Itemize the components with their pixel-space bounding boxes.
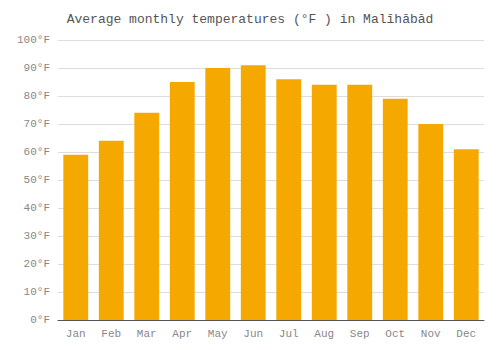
svg-text:40°F: 40°F: [24, 202, 50, 214]
svg-text:10°F: 10°F: [24, 286, 50, 298]
svg-text:May: May: [208, 328, 228, 340]
svg-text:Jan: Jan: [66, 328, 86, 340]
svg-text:Mar: Mar: [137, 328, 157, 340]
svg-text:Jul: Jul: [279, 328, 299, 340]
svg-text:Average monthly temperatures (: Average monthly temperatures (°F ) in Ma…: [67, 12, 434, 27]
svg-text:Aug: Aug: [314, 328, 334, 340]
svg-text:Apr: Apr: [172, 328, 192, 340]
svg-text:Jun: Jun: [243, 328, 263, 340]
svg-text:20°F: 20°F: [24, 258, 50, 270]
svg-text:Sep: Sep: [350, 328, 370, 340]
svg-text:60°F: 60°F: [24, 146, 50, 158]
svg-text:Oct: Oct: [385, 328, 405, 340]
svg-text:50°F: 50°F: [24, 174, 50, 186]
svg-text:Nov: Nov: [421, 328, 441, 340]
svg-text:100°F: 100°F: [17, 34, 50, 46]
svg-text:30°F: 30°F: [24, 230, 50, 242]
svg-text:Feb: Feb: [101, 328, 121, 340]
svg-text:70°F: 70°F: [24, 118, 50, 130]
svg-text:80°F: 80°F: [24, 90, 50, 102]
svg-text:90°F: 90°F: [24, 62, 50, 74]
svg-text:0°F: 0°F: [30, 314, 50, 326]
svg-text:Dec: Dec: [456, 328, 476, 340]
